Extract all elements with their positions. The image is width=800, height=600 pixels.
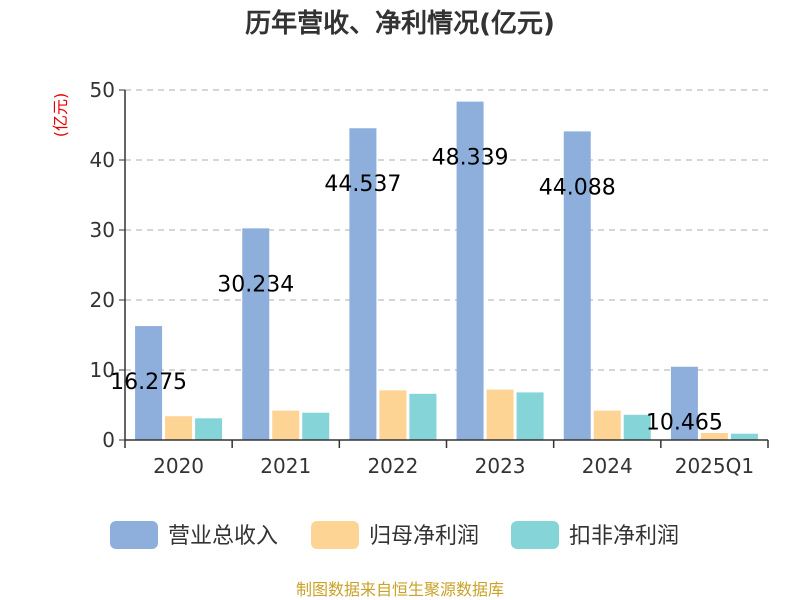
bar	[242, 228, 270, 440]
x-axis: 2020 2021 2022 2023 2024 2025Q1	[124, 439, 769, 478]
bar	[700, 433, 728, 440]
bar	[379, 390, 407, 440]
y-axis: 0 10 20 30 40 50	[90, 78, 126, 452]
gridlines	[125, 89, 768, 371]
bar	[349, 128, 377, 440]
data-label: 30.234	[217, 272, 294, 297]
bar	[165, 416, 193, 440]
source-note: 制图数据来自恒生聚源数据库	[296, 580, 504, 599]
bar	[593, 410, 621, 440]
y-axis-unit: (亿元)	[51, 93, 70, 138]
y-tick-label: 40	[90, 148, 115, 172]
legend-swatch[interactable]	[110, 521, 158, 549]
bar	[516, 392, 544, 440]
x-tick-label: 2022	[367, 454, 418, 478]
x-tick-label: 2024	[582, 454, 633, 478]
data-label: 10.465	[646, 411, 723, 436]
x-tick-label: 2020	[153, 454, 204, 478]
data-label: 44.088	[539, 175, 616, 200]
y-tick-label: 50	[90, 78, 115, 102]
y-tick-label: 30	[90, 218, 115, 242]
data-label: 16.275	[110, 370, 187, 395]
bar	[195, 418, 223, 440]
bar	[272, 410, 300, 440]
x-tick-label: 2021	[260, 454, 311, 478]
legend-label[interactable]: 扣非净利润	[569, 524, 679, 549]
bar	[135, 326, 163, 440]
bar	[302, 412, 330, 440]
bar	[486, 389, 514, 440]
legend-swatch[interactable]	[311, 521, 359, 549]
bar	[456, 101, 484, 440]
x-tick-label: 2025Q1	[675, 454, 754, 478]
y-tick-label: 0	[102, 428, 115, 452]
data-labels: 16.275 30.234 44.537 48.339 44.088 10.465	[110, 146, 723, 436]
bar	[563, 131, 591, 440]
legend-label[interactable]: 归母净利润	[369, 524, 479, 549]
bar	[409, 393, 437, 440]
legend-swatch[interactable]	[511, 521, 559, 549]
data-label: 44.537	[324, 172, 401, 197]
y-tick-label: 10	[90, 358, 115, 382]
chart-title: 历年营收、净利情况(亿元)	[245, 8, 555, 39]
bar	[623, 414, 651, 440]
bar	[730, 433, 758, 440]
y-tick-label: 20	[90, 288, 115, 312]
x-tick-label: 2023	[475, 454, 526, 478]
legend-label[interactable]: 营业总收入	[168, 524, 278, 549]
bar	[670, 366, 698, 440]
data-label: 48.339	[432, 146, 509, 171]
bars	[135, 101, 758, 440]
legend: 营业总收入 归母净利润 扣非净利润	[110, 521, 679, 549]
